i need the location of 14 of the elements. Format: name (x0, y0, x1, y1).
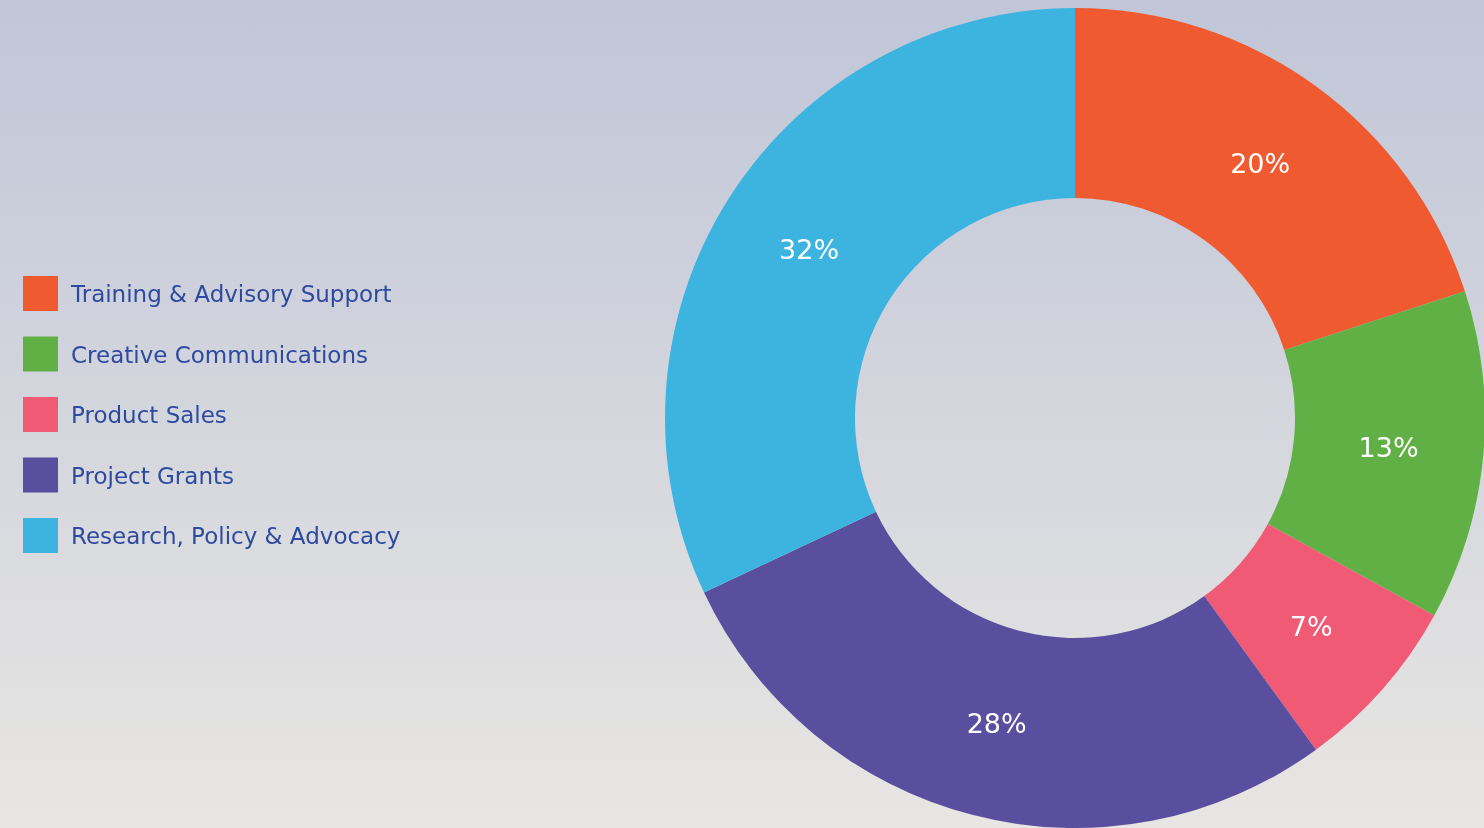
data-label: 20% (1230, 147, 1291, 179)
donut-slice (1267, 291, 1484, 616)
donut-slice (1075, 8, 1465, 351)
data-label: 28% (966, 707, 1027, 739)
data-label: 32% (779, 233, 840, 265)
legend-label: Project Grants (71, 462, 234, 489)
data-label: 7% (1289, 610, 1333, 642)
legend-label: Research, Policy & Advocacy (71, 523, 401, 550)
legend-label: Training & Advisory Support (70, 281, 392, 308)
donut-slice (665, 8, 1075, 593)
donut-slice (1204, 523, 1435, 750)
legend-label: Creative Communications (71, 341, 369, 368)
data-label: 13% (1358, 432, 1419, 464)
legend-label: Product Sales (71, 402, 227, 429)
